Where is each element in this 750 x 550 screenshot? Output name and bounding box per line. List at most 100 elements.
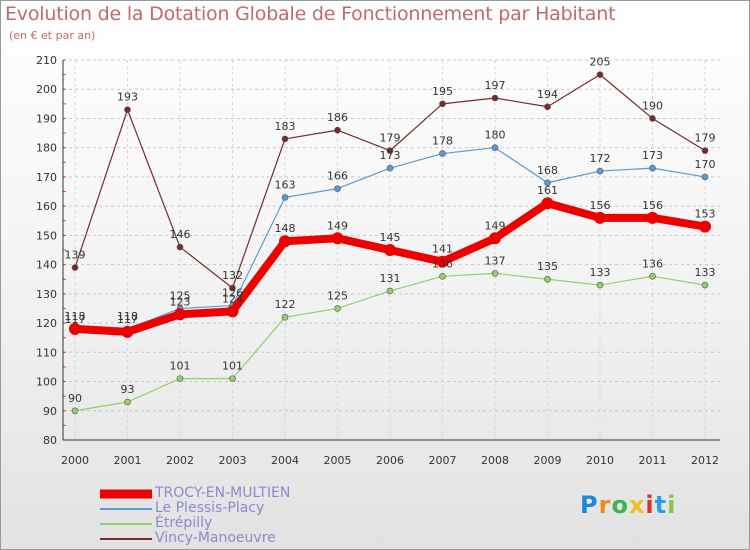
data-label: 168 xyxy=(537,164,558,177)
data-point xyxy=(281,135,289,143)
data-label: 133 xyxy=(695,266,716,279)
y-tick-label: 100 xyxy=(36,376,57,389)
data-point xyxy=(176,243,184,251)
data-label: 149 xyxy=(485,219,506,232)
data-point xyxy=(439,273,446,280)
data-point xyxy=(69,322,81,335)
y-tick-label: 190 xyxy=(36,112,57,125)
x-tick-label: 2006 xyxy=(376,454,404,467)
y-tick-label: 210 xyxy=(36,54,57,67)
data-label: 136 xyxy=(432,257,453,270)
logo-letter: P xyxy=(580,491,599,519)
data-point xyxy=(386,164,394,172)
data-label: 137 xyxy=(485,254,506,267)
data-point xyxy=(439,150,446,157)
chart-title: Evolution de la Dotation Globale de Fonc… xyxy=(5,3,616,25)
data-label: 183 xyxy=(275,120,296,133)
data-point xyxy=(649,115,656,122)
data-point xyxy=(229,375,236,382)
data-label: 117 xyxy=(117,313,138,326)
y-tick-label: 130 xyxy=(36,288,57,301)
data-point xyxy=(386,287,394,295)
data-label: 93 xyxy=(121,383,135,396)
x-tick-label: 2007 xyxy=(429,454,457,467)
data-point xyxy=(594,211,606,224)
y-tick-label: 110 xyxy=(36,346,57,359)
data-label: 179 xyxy=(380,132,401,145)
data-point xyxy=(334,185,341,192)
data-label: 205 xyxy=(590,56,611,69)
y-tick-label: 90 xyxy=(43,405,57,418)
data-label: 131 xyxy=(380,272,401,285)
data-point xyxy=(649,164,656,172)
x-tick-label: 2011 xyxy=(639,454,667,467)
data-label: 148 xyxy=(275,222,296,235)
data-label: 125 xyxy=(170,289,191,302)
y-tick-label: 120 xyxy=(36,317,57,330)
data-point xyxy=(649,273,656,280)
data-point xyxy=(544,103,551,111)
data-label: 133 xyxy=(590,266,611,279)
x-tick-label: 2010 xyxy=(586,454,614,467)
data-label: 179 xyxy=(695,132,716,145)
data-point xyxy=(226,305,239,318)
data-point xyxy=(491,144,499,151)
data-point xyxy=(121,325,134,338)
y-tick-label: 140 xyxy=(36,259,57,272)
data-label: 163 xyxy=(275,178,296,191)
x-tick-label: 2000 xyxy=(61,454,89,467)
data-label: 197 xyxy=(485,79,506,92)
data-point xyxy=(646,211,659,224)
data-label: 166 xyxy=(327,170,348,183)
data-point xyxy=(541,197,554,210)
data-point xyxy=(439,100,446,108)
data-point xyxy=(701,147,709,154)
data-point xyxy=(334,126,341,134)
data-label: 180 xyxy=(485,129,506,142)
data-label: 173 xyxy=(380,149,401,162)
proxiti-logo: Proxiti xyxy=(580,491,676,519)
data-label: 132 xyxy=(222,269,243,282)
data-label: 195 xyxy=(432,85,453,98)
x-tick-label: 2001 xyxy=(114,454,142,467)
x-tick-label: 2003 xyxy=(219,454,247,467)
data-label: 170 xyxy=(695,158,716,171)
data-point xyxy=(331,232,344,245)
data-point xyxy=(71,407,79,415)
y-tick-label: 170 xyxy=(36,171,57,184)
logo-letter: x xyxy=(628,491,646,519)
legend-swatch xyxy=(100,489,152,498)
data-label: 101 xyxy=(222,360,243,373)
legend-label: Étrépilly xyxy=(155,515,213,531)
data-label: 161 xyxy=(537,184,558,197)
y-tick-label: 160 xyxy=(36,200,57,213)
chart-subtitle: (en € et par an) xyxy=(9,29,96,42)
data-label: 141 xyxy=(432,243,453,256)
logo-letter: o xyxy=(611,491,629,519)
data-label: 149 xyxy=(327,219,348,232)
x-tick-label: 2012 xyxy=(691,454,719,467)
data-label: 193 xyxy=(117,91,138,104)
x-tick-label: 2009 xyxy=(534,454,562,467)
legend-swatch xyxy=(100,537,152,540)
data-label: 117 xyxy=(65,313,86,326)
data-label: 125 xyxy=(327,289,348,302)
y-tick-label: 80 xyxy=(43,434,57,447)
data-point xyxy=(596,167,604,175)
data-point xyxy=(384,244,396,256)
data-label: 156 xyxy=(642,199,663,212)
legend-label: Le Plessis-Placy xyxy=(155,500,265,516)
data-label: 194 xyxy=(537,88,558,101)
y-tick-label: 150 xyxy=(36,229,57,242)
legend-swatch xyxy=(100,507,152,510)
data-label: 124 xyxy=(222,292,243,305)
data-label: 118 xyxy=(65,310,86,323)
data-point xyxy=(281,194,289,201)
data-point xyxy=(124,398,131,406)
data-label: 90 xyxy=(68,392,82,405)
data-label: 186 xyxy=(327,111,348,124)
legend-swatch xyxy=(100,522,152,525)
data-point xyxy=(281,313,289,321)
